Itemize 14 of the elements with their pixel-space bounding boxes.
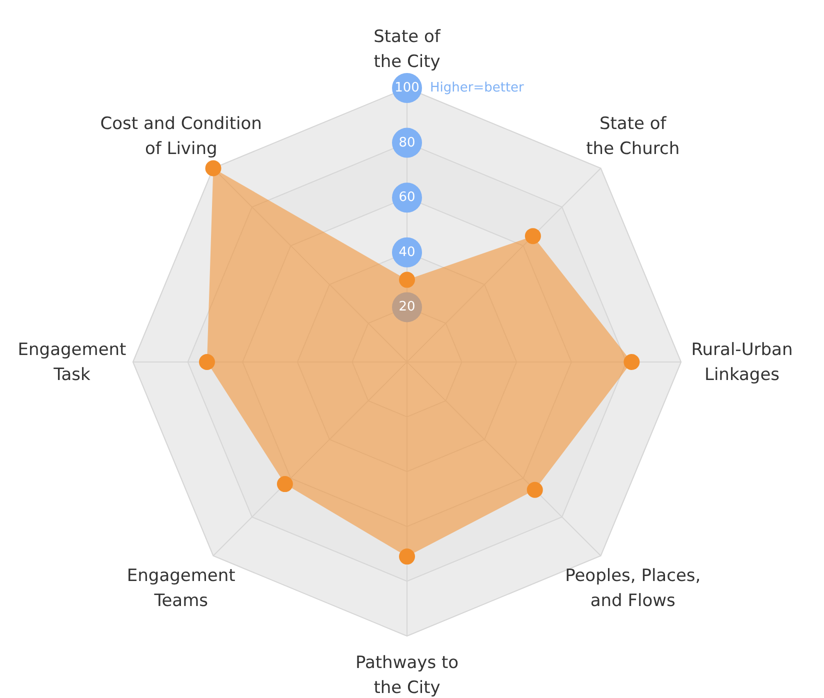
spoke-label: Pathways to the City xyxy=(355,653,459,698)
spoke-label: Rural-Urban Linkages xyxy=(691,340,793,385)
y-tick-label: 40 xyxy=(398,244,416,260)
spoke-label: Cost and Condition of Living xyxy=(100,114,262,160)
y-tick-label: 80 xyxy=(398,135,416,150)
spoke-label: Engagement Task xyxy=(18,340,127,385)
y-tick-label: 100 xyxy=(394,80,420,96)
spoke-label: Peoples, Places, and Flows xyxy=(565,566,701,611)
y-tick-label: 60 xyxy=(398,190,416,206)
y-tick-label: 20 xyxy=(398,300,416,315)
spoke-label: State of the Church xyxy=(586,114,680,160)
text: Higher=better xyxy=(430,80,525,96)
spoke-label: Engagement Teams xyxy=(126,566,236,611)
spoke-label: State of the City xyxy=(374,27,442,72)
